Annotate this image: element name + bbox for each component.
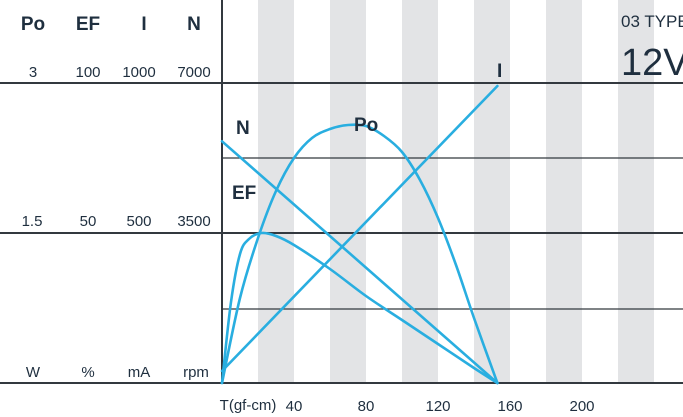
po-top-tick: 3: [29, 64, 37, 81]
axis-header-n: N: [187, 14, 201, 35]
axis-units: W % mA rpm: [26, 364, 209, 381]
series-label-po: Po: [354, 115, 378, 136]
series-line-ef: [220, 231, 499, 385]
axis-header-ef: EF: [76, 14, 100, 35]
background-band: [618, 0, 654, 383]
n-mid-tick: 3500: [177, 213, 210, 230]
series-label-i: I: [497, 61, 502, 82]
x-tick-label: 120: [425, 398, 450, 415]
po-unit-label: W: [26, 364, 41, 381]
series-curves: [220, 84, 499, 385]
series-label-n: N: [236, 118, 250, 139]
x-tick-label: 160: [497, 398, 522, 415]
axis-mid-values: 1.5 50 500 3500: [22, 213, 211, 230]
i-mid-tick: 500: [126, 213, 151, 230]
n-top-tick: 7000: [177, 64, 210, 81]
i-unit-label: mA: [128, 364, 151, 381]
x-axis-ticks: 40 80 120 160 200: [286, 398, 595, 415]
series-line-n: [220, 140, 499, 385]
x-tick-label: 200: [569, 398, 594, 415]
series-line-i: [220, 84, 499, 373]
series-label-ef: EF: [232, 183, 256, 204]
ef-mid-tick: 50: [80, 213, 97, 230]
axis-top-values: 3 100 1000 7000: [29, 64, 211, 81]
i-top-tick: 1000: [122, 64, 155, 81]
background-band: [402, 0, 438, 383]
axis-header-i: I: [141, 14, 146, 35]
background-band: [546, 0, 582, 383]
axis-headers: Po EF I N: [21, 14, 201, 35]
grid: [0, 0, 683, 384]
axis-header-po: Po: [21, 14, 45, 35]
x-axis-label: T(gf-cm): [220, 397, 277, 414]
x-tick-label: 40: [286, 398, 303, 415]
n-unit-label: rpm: [183, 364, 209, 381]
po-mid-tick: 1.5: [22, 213, 43, 230]
series-labels: N I Po EF: [232, 61, 502, 204]
x-tick-label: 80: [358, 398, 375, 415]
chart-subtitle: 12V: [621, 42, 683, 84]
chart-title: 03 TYPE: [621, 12, 683, 31]
ef-unit-label: %: [81, 364, 94, 381]
background-band: [474, 0, 510, 383]
background-bands: [258, 0, 654, 383]
background-band: [330, 0, 366, 383]
series-line-po: [220, 123, 499, 385]
ef-top-tick: 100: [75, 64, 100, 81]
